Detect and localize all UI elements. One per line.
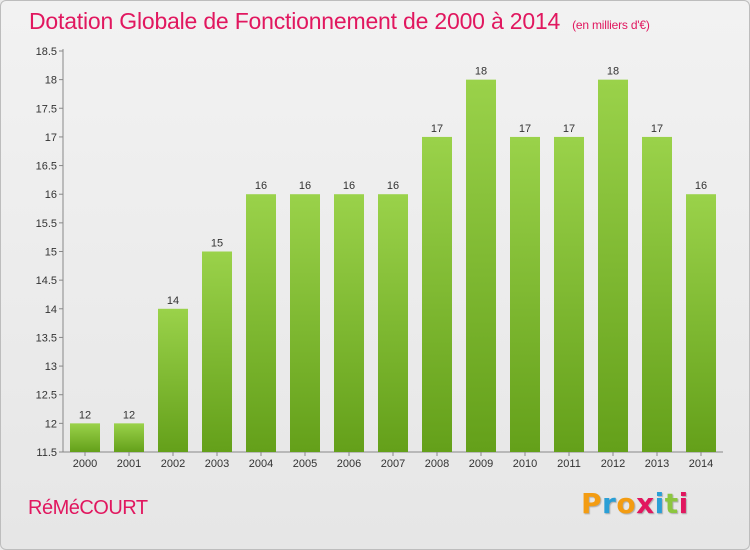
bar (422, 136, 452, 452)
x-tick-label: 2005 (293, 458, 317, 470)
bar (554, 136, 584, 452)
logo-letter: i (654, 487, 665, 520)
y-tick-label: 18 (45, 75, 57, 87)
x-tick-label: 2011 (557, 458, 581, 470)
x-axis: 2000 2001 2002 2003 2004 2005 2006 2007 2008 2009… (63, 451, 723, 470)
bar-value-label: 17 (563, 123, 575, 135)
x-tick-label: 2009 (469, 458, 493, 470)
x-tick-label: 2013 (645, 458, 669, 470)
bar-value-label: 16 (343, 180, 355, 192)
logo-letter: r (602, 487, 617, 520)
bar (202, 251, 232, 452)
y-tick-label: 17.5 (36, 103, 57, 115)
x-tick-label: 2000 (73, 458, 97, 470)
chart-title: Dotation Globale de Fonctionnement de 20… (29, 8, 650, 35)
logo-letter: t (664, 487, 679, 520)
y-tick-label: 16.5 (36, 161, 57, 173)
y-tick-label: 16 (45, 189, 57, 201)
bar (510, 136, 540, 452)
y-axis: 11.5 12 12.5 13 13.5 14 14.5 15 15.5 16 16.5 17 17.5… (36, 46, 64, 459)
bar (598, 79, 628, 453)
bar-value-label: 14 (167, 295, 179, 307)
bar-value-label: 18 (475, 66, 487, 78)
bar (334, 194, 364, 452)
logo-letter: x (636, 487, 655, 520)
x-tick-label: 2008 (425, 458, 449, 470)
logo-letter: P (581, 487, 603, 520)
logo-letter: i (678, 487, 689, 520)
bar-value-label: 17 (519, 123, 531, 135)
bar-value-label: 12 (123, 409, 135, 421)
bar-value-label: 16 (387, 180, 399, 192)
x-tick-label: 2006 (337, 458, 361, 470)
y-tick-label: 14 (45, 304, 57, 316)
bar-value-label: 18 (607, 66, 619, 78)
x-tick-label: 2001 (117, 458, 141, 470)
x-tick-label: 2004 (249, 458, 273, 470)
x-tick-label: 2012 (601, 458, 625, 470)
bar (290, 194, 320, 452)
bar (158, 308, 188, 452)
y-tick-label: 15 (45, 247, 57, 259)
y-tick-label: 13 (45, 361, 57, 373)
title-text: Dotation Globale de Fonctionnement de 20… (29, 8, 561, 34)
x-tick-label: 2010 (513, 458, 537, 470)
commune-name: RéMéCOURT (28, 497, 148, 519)
bar (466, 79, 496, 453)
chart-subtitle: (en milliers d'€) (572, 18, 650, 32)
bar (642, 136, 672, 452)
bar (70, 423, 100, 452)
bars: 12 12 14 15 16 16 16 16 17 18 17 17 18 17 16 (70, 66, 716, 453)
x-tick-label: 2003 (205, 458, 229, 470)
bar (378, 194, 408, 452)
y-tick-label: 15.5 (36, 218, 57, 230)
bar (686, 194, 716, 452)
y-tick-label: 14.5 (36, 275, 57, 287)
y-tick-label: 13.5 (36, 332, 57, 344)
y-tick-label: 12 (45, 418, 57, 430)
bar-value-label: 17 (651, 123, 663, 135)
x-tick-label: 2014 (689, 458, 713, 470)
proxiti-logo: Proxiti (581, 487, 689, 520)
bar-value-label: 16 (695, 180, 707, 192)
bar (246, 194, 276, 452)
bar (114, 423, 144, 452)
y-tick-label: 11.5 (36, 447, 57, 459)
x-tick-label: 2002 (161, 458, 185, 470)
logo-letter: o (616, 487, 637, 520)
y-tick-label: 18.5 (36, 46, 57, 58)
bar-value-label: 12 (79, 409, 91, 421)
bar-value-label: 16 (299, 180, 311, 192)
y-tick-label: 17 (45, 132, 57, 144)
bar-value-label: 15 (211, 238, 223, 250)
bar-value-label: 17 (431, 123, 443, 135)
y-tick-label: 12.5 (36, 390, 57, 402)
x-tick-label: 2007 (381, 458, 405, 470)
bar-value-label: 16 (255, 180, 267, 192)
